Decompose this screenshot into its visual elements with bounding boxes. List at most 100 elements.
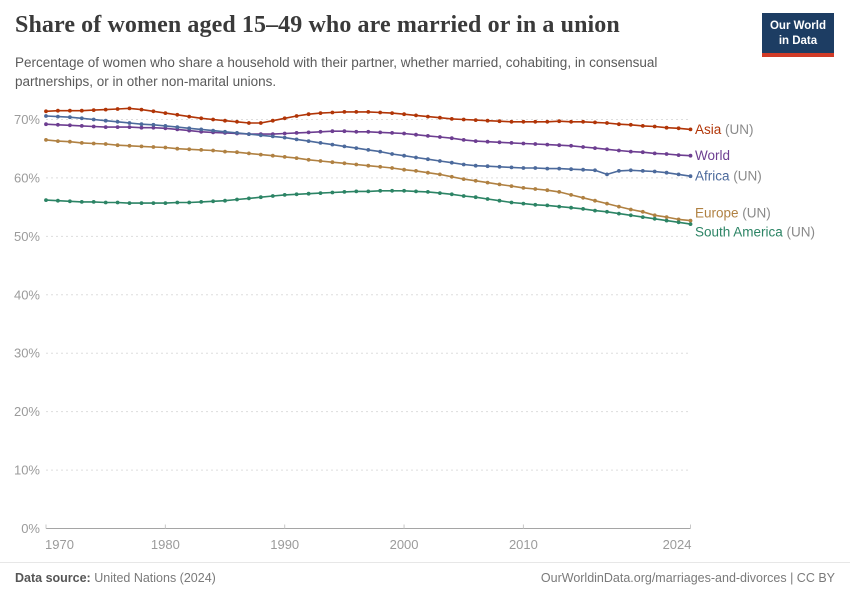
point-europe-2005 <box>461 177 466 182</box>
point-asia-1976 <box>115 107 120 111</box>
point-africa-2010 <box>521 166 526 170</box>
point-asia-1995 <box>342 110 347 114</box>
point-world-2002 <box>426 134 430 138</box>
point-south-america-1974 <box>91 200 96 204</box>
point-south-america-2018 <box>617 211 621 216</box>
point-africa-1971 <box>56 114 60 119</box>
data-source-label: Data source: <box>15 571 91 585</box>
point-south-america-2021 <box>652 216 657 221</box>
point-world-1975 <box>103 125 108 129</box>
point-europe-1971 <box>56 139 60 144</box>
point-europe-1994 <box>330 160 335 165</box>
point-asia-1991 <box>294 114 299 118</box>
point-asia-2007 <box>485 118 490 123</box>
point-europe-2000 <box>402 167 406 172</box>
point-south-america-1981 <box>175 200 180 205</box>
owid-logo[interactable]: Our World in Data <box>761 13 834 58</box>
point-africa-1980 <box>163 124 168 128</box>
point-south-america-2020 <box>640 215 645 220</box>
point-asia-2021 <box>652 124 657 129</box>
point-world-2019 <box>628 149 633 154</box>
point-world-1991 <box>294 131 299 135</box>
point-asia-2009 <box>509 119 514 124</box>
point-asia-2018 <box>617 122 621 127</box>
point-south-america-1973 <box>79 200 84 204</box>
series-label-asia[interactable]: Asia (UN) <box>695 122 754 137</box>
point-world-2007 <box>485 139 490 144</box>
point-world-2023 <box>676 153 681 158</box>
point-world-2004 <box>449 136 454 141</box>
point-south-america-1985 <box>223 198 227 203</box>
series-label-suffix-europe: (UN) <box>739 206 771 221</box>
point-world-1970 <box>44 122 48 127</box>
point-europe-1977 <box>127 143 132 148</box>
series-label-europe[interactable]: Europe (UN) <box>695 206 771 221</box>
point-africa-2011 <box>533 166 538 170</box>
point-asia-2010 <box>521 119 526 124</box>
point-asia-2000 <box>402 112 406 117</box>
point-africa-2020 <box>640 169 645 173</box>
y-tick-label-40: 40% <box>14 287 40 302</box>
point-south-america-1990 <box>282 193 287 197</box>
line-chart: 0% 10% 20% 30% 40% 50% 60% 70% 1970 1980 1990 2000 2… <box>14 106 815 552</box>
point-africa-2003 <box>438 159 442 163</box>
series-label-world[interactable]: World <box>695 148 730 163</box>
point-europe-2002 <box>426 170 430 175</box>
point-europe-1998 <box>378 164 383 169</box>
point-south-america-1984 <box>211 199 216 204</box>
point-asia-1974 <box>91 108 96 112</box>
point-world-2016 <box>593 146 597 151</box>
point-asia-1980 <box>163 111 168 115</box>
point-europe-1986 <box>235 150 239 155</box>
point-africa-1977 <box>127 121 132 125</box>
point-asia-1981 <box>175 112 180 117</box>
point-world-2010 <box>521 141 526 146</box>
point-south-america-2017 <box>605 209 609 214</box>
point-world-1992 <box>306 130 311 135</box>
point-south-america-1971 <box>56 198 60 203</box>
point-south-america-2006 <box>473 195 478 200</box>
line-europe[interactable] <box>45 139 691 222</box>
point-south-america-2022 <box>664 218 669 223</box>
series-label-suffix-asia: (UN) <box>721 122 753 137</box>
y-tick-label-20: 20% <box>14 404 40 419</box>
point-south-america-1994 <box>330 190 335 195</box>
point-south-america-1995 <box>342 190 347 194</box>
y-tick-label-30: 30% <box>14 346 40 361</box>
point-europe-1985 <box>223 149 227 154</box>
point-europe-1981 <box>175 146 180 151</box>
point-south-america-2002 <box>426 190 430 194</box>
point-south-america-2016 <box>593 208 597 213</box>
point-europe-1975 <box>103 142 108 146</box>
point-africa-1998 <box>378 149 383 154</box>
point-world-2013 <box>557 143 562 148</box>
point-asia-1986 <box>235 119 239 124</box>
point-africa-2000 <box>402 153 406 158</box>
series-label-name-south-america: South America <box>695 225 783 240</box>
point-asia-1984 <box>211 117 216 122</box>
line-south-america[interactable] <box>45 190 691 225</box>
point-asia-2014 <box>569 119 573 124</box>
point-africa-2015 <box>581 167 585 172</box>
point-world-1971 <box>56 122 60 127</box>
point-asia-2019 <box>628 122 633 127</box>
attribution-link[interactable]: OurWorldinData.org/marriages-and-divorce… <box>540 571 835 585</box>
point-asia-2017 <box>605 121 609 125</box>
point-world-1998 <box>378 130 383 135</box>
point-europe-1996 <box>354 162 359 167</box>
point-world-2014 <box>569 143 573 148</box>
point-asia-2024 <box>688 127 693 132</box>
series-label-africa[interactable]: Africa (UN) <box>695 169 762 184</box>
point-asia-1997 <box>366 110 371 114</box>
point-asia-1970 <box>44 109 48 114</box>
point-africa-2018 <box>617 169 621 173</box>
point-africa-1990 <box>282 135 287 140</box>
series-label-south-america[interactable]: South America (UN) <box>695 225 815 240</box>
point-asia-2002 <box>426 114 430 119</box>
point-europe-1972 <box>68 139 72 144</box>
point-africa-2022 <box>664 170 669 175</box>
point-south-america-1970 <box>44 198 48 203</box>
point-asia-1979 <box>151 109 156 114</box>
point-asia-1982 <box>187 114 192 119</box>
